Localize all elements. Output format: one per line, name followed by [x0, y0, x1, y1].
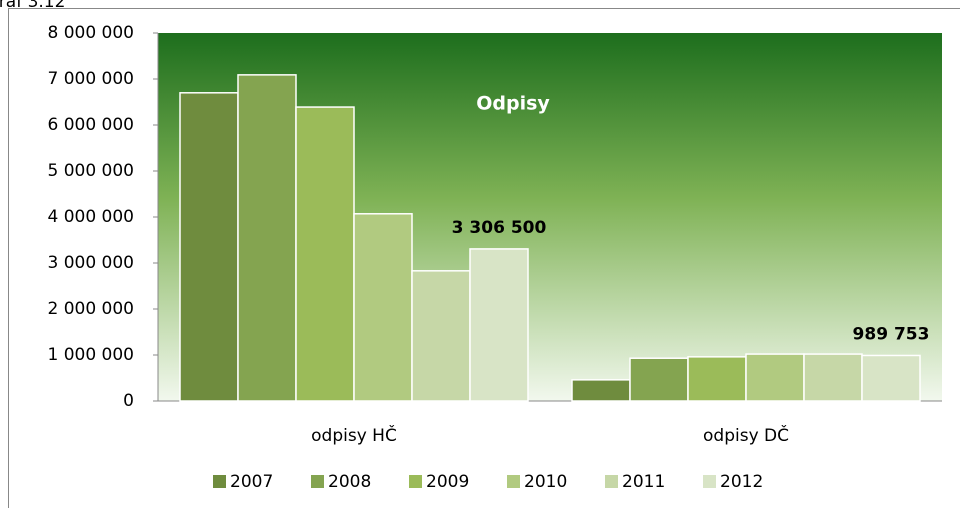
- bar: [687, 356, 747, 402]
- chart-title: Odpisy: [476, 93, 550, 115]
- y-tick-label: 2 000 000: [47, 299, 134, 319]
- bar: [411, 270, 471, 402]
- legend-swatch: [311, 475, 324, 488]
- y-tick-label: 3 000 000: [47, 253, 134, 273]
- x-tick-label: odpisy HČ: [311, 424, 397, 446]
- y-tick-label: 4 000 000: [47, 207, 134, 227]
- caption: graf 3.12: [0, 0, 65, 12]
- data-label: 3 306 500: [452, 218, 547, 238]
- y-tick-label: 6 000 000: [47, 115, 134, 135]
- bar: [295, 106, 355, 402]
- bar: [571, 379, 631, 402]
- bar: [353, 213, 413, 402]
- chart-border: [8, 8, 960, 508]
- legend-swatch: [703, 475, 716, 488]
- legend-label: 2008: [328, 472, 371, 492]
- bar: [629, 357, 689, 402]
- legend-swatch: [213, 475, 226, 488]
- legend-swatch: [605, 475, 618, 488]
- legend-swatch: [409, 475, 422, 488]
- y-tick-label: 8 000 000: [47, 23, 134, 43]
- bar: [237, 74, 297, 402]
- bar: [179, 92, 239, 402]
- legend-label: 2007: [230, 472, 273, 492]
- y-tick-label: 5 000 000: [47, 161, 134, 181]
- y-tick-label: 7 000 000: [47, 69, 134, 89]
- bar: [745, 353, 805, 402]
- y-tick-label: 1 000 000: [47, 345, 134, 365]
- legend-label: 2009: [426, 472, 469, 492]
- data-label: 989 753: [853, 324, 930, 344]
- legend-swatch: [507, 475, 520, 488]
- legend-label: 2010: [524, 472, 567, 492]
- bar: [469, 248, 529, 402]
- legend-label: 2012: [720, 472, 763, 492]
- y-tick-label: 0: [123, 391, 134, 411]
- bar: [803, 353, 863, 402]
- bar: [861, 354, 921, 402]
- x-tick-label: odpisy DČ: [703, 424, 789, 446]
- legend-label: 2011: [622, 472, 665, 492]
